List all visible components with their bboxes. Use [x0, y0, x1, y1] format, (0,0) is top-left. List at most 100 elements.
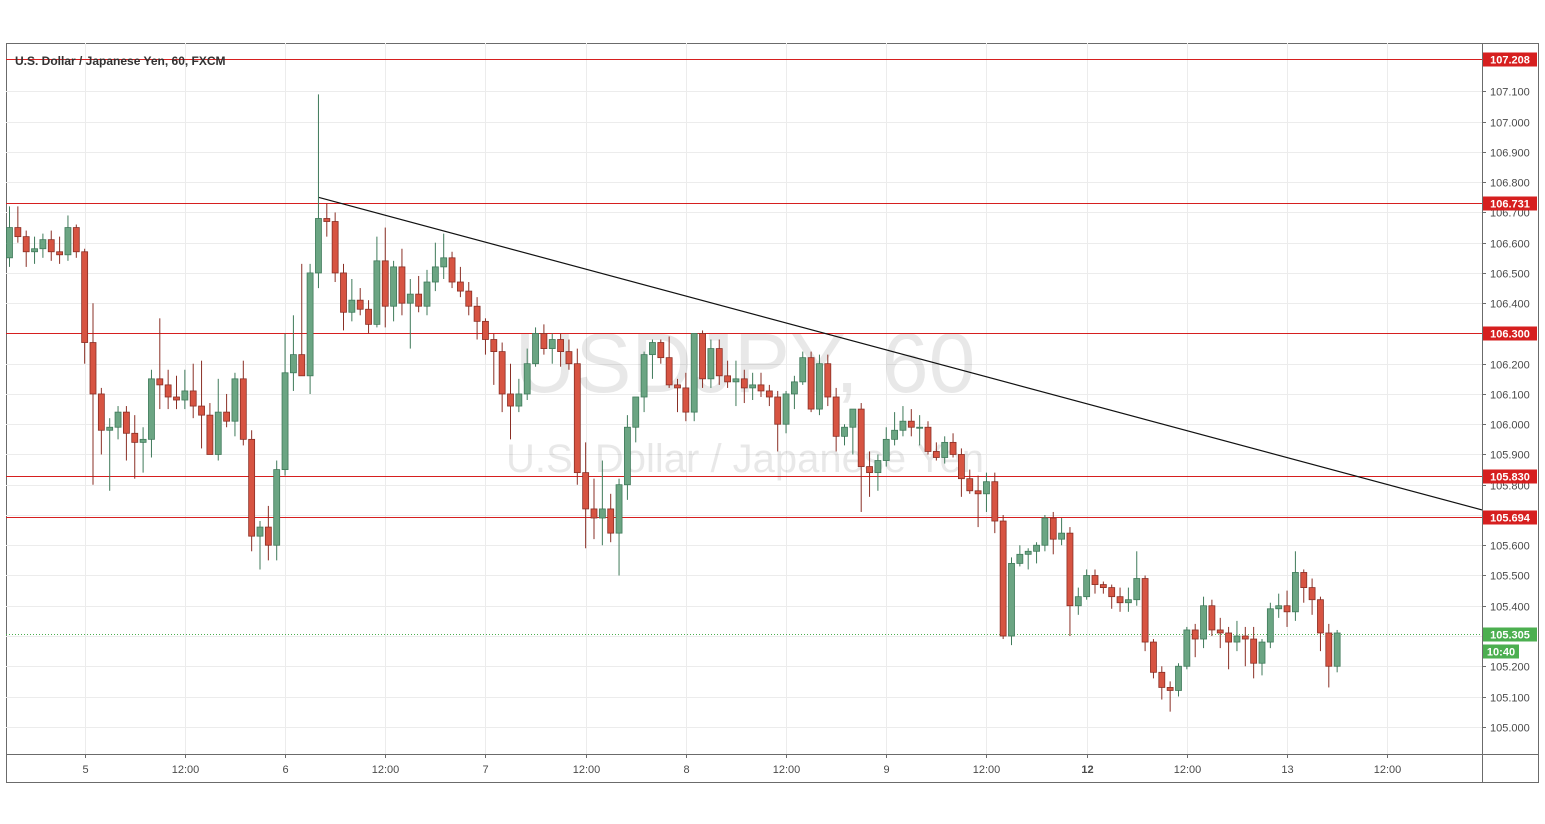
- candle: [774, 390, 782, 452]
- candle-body: [590, 508, 598, 519]
- candle-body: [941, 441, 949, 458]
- candle: [765, 384, 773, 407]
- candle-body: [1183, 629, 1191, 667]
- candle-body: [807, 357, 815, 410]
- candle: [690, 333, 698, 422]
- candle: [214, 378, 222, 461]
- candle-body: [607, 508, 615, 534]
- level-price-badge: [1483, 196, 1537, 211]
- candle-body: [791, 381, 798, 395]
- candle: [1300, 569, 1308, 603]
- candle-body: [1166, 687, 1174, 691]
- candle: [924, 421, 932, 455]
- candle-body: [1108, 587, 1116, 598]
- candle: [999, 514, 1007, 640]
- candle-body: [89, 342, 97, 395]
- candle: [1016, 545, 1024, 567]
- candle-body: [473, 305, 481, 322]
- candle: [624, 415, 631, 500]
- candle: [406, 278, 414, 349]
- candle: [791, 375, 798, 410]
- candle: [1041, 514, 1049, 552]
- candle: [966, 469, 974, 494]
- candle-body: [907, 420, 915, 428]
- candle: [682, 372, 690, 422]
- candle-body: [799, 357, 807, 383]
- candle: [532, 327, 539, 367]
- candle: [1308, 578, 1316, 615]
- candle-body: [999, 520, 1007, 637]
- candle-body: [340, 272, 347, 313]
- candle: [1108, 584, 1116, 609]
- current-price-badge: [1483, 627, 1537, 642]
- candle: [916, 415, 924, 446]
- candle: [958, 448, 965, 497]
- candle-body: [1258, 641, 1266, 664]
- candle-body: [1225, 632, 1232, 643]
- candle-body: [189, 390, 197, 407]
- plot-frame: [6, 43, 1539, 783]
- candle-body: [1233, 635, 1241, 643]
- time-axis[interactable]: 5 12:00 6 12:00 7 12:00 8 12:00 9 12:00 12 12:00 13 1…: [82, 754, 1401, 776]
- candle-body: [1016, 553, 1024, 564]
- candle-body: [1333, 632, 1341, 667]
- candle-body: [114, 411, 122, 428]
- candle: [306, 263, 314, 394]
- price-tick-label: 105.900: [1490, 450, 1530, 462]
- candle-body: [657, 342, 665, 359]
- candle: [256, 521, 264, 570]
- candle-body: [373, 260, 381, 325]
- candle: [390, 260, 398, 322]
- candle-body: [448, 257, 456, 283]
- candle: [565, 339, 573, 370]
- current-price-label: 105.305 10:40: [1483, 627, 1537, 659]
- candle-body: [482, 320, 489, 340]
- candle-body: [649, 342, 656, 356]
- candle: [841, 424, 848, 446]
- candle-body: [323, 218, 331, 222]
- trend-line[interactable]: [318, 196, 1483, 511]
- candle: [181, 369, 189, 410]
- candle: [1074, 587, 1082, 615]
- candle: [1049, 511, 1057, 555]
- candle: [164, 369, 172, 410]
- candle-body: [390, 266, 398, 307]
- candle-body: [1292, 572, 1299, 613]
- candle: [857, 403, 865, 512]
- candle: [907, 409, 915, 437]
- candle: [281, 333, 289, 476]
- price-tick-label: 106.500: [1490, 269, 1530, 281]
- candle-body: [1074, 596, 1082, 607]
- candle: [448, 251, 456, 289]
- candle-body: [573, 363, 581, 474]
- candle: [715, 339, 723, 385]
- candle: [231, 372, 239, 437]
- candle: [1225, 626, 1232, 670]
- time-tick-label: 12: [1081, 764, 1093, 776]
- candle: [373, 236, 381, 328]
- candle-body: [72, 227, 80, 253]
- candle: [273, 460, 281, 561]
- candle-body: [440, 257, 448, 268]
- candle: [1200, 596, 1207, 649]
- candle: [882, 427, 890, 467]
- candle: [974, 475, 982, 528]
- candle: [223, 393, 231, 428]
- candle: [740, 369, 748, 404]
- candle-body: [198, 405, 205, 416]
- candle: [123, 406, 130, 461]
- price-tick-label: 106.200: [1490, 360, 1530, 372]
- candle: [415, 275, 423, 313]
- candle: [431, 242, 439, 292]
- candle-body: [749, 384, 757, 389]
- candle: [482, 318, 489, 355]
- candles: [6, 94, 1341, 712]
- candle: [1033, 542, 1040, 564]
- candle: [1183, 626, 1191, 670]
- price-tick-label: 107.000: [1490, 118, 1530, 130]
- candle: [1008, 557, 1015, 646]
- candle-body: [949, 441, 957, 455]
- candle: [1116, 587, 1124, 612]
